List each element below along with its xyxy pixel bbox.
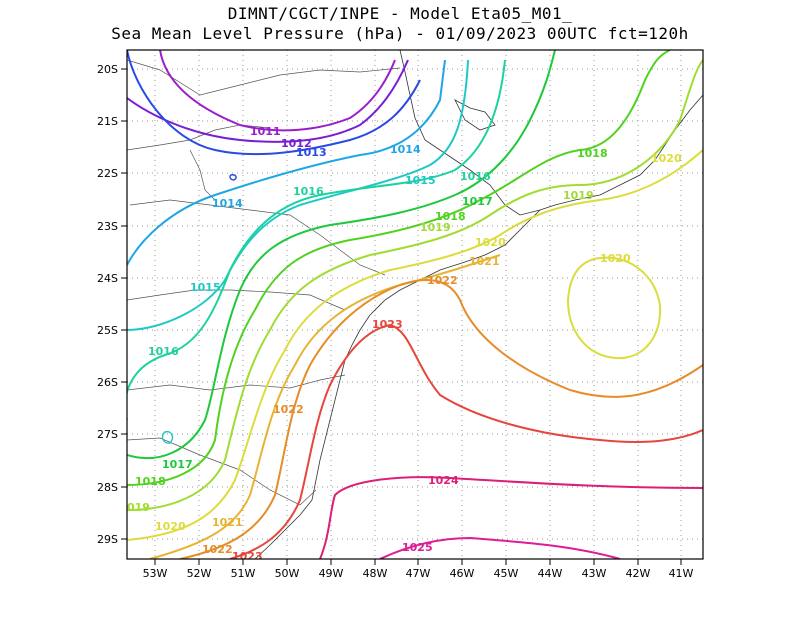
lon-label: 42W — [626, 567, 651, 580]
isobar-1018 — [127, 50, 671, 486]
isobar-label: 1022 — [273, 403, 304, 416]
isobar-label: 1023 — [232, 550, 263, 563]
lon-label: 49W — [319, 567, 344, 580]
lat-label: 21S — [97, 115, 118, 128]
isobar-label: 1021 — [212, 516, 243, 529]
isobar-label: 1019 — [563, 189, 594, 202]
isobar-label: 1024 — [428, 474, 459, 487]
isobar-label: 1014 — [390, 143, 421, 156]
lon-label: 46W — [450, 567, 475, 580]
map-frame — [126, 49, 704, 560]
lat-label: 25S — [97, 324, 118, 337]
isobar-lines — [127, 50, 703, 559]
lat-label: 26S — [97, 376, 118, 389]
lon-label: 43W — [582, 567, 607, 580]
isobar-label: 1020 — [155, 520, 186, 533]
lon-label: 51W — [231, 567, 256, 580]
lat-label: 23S — [97, 220, 118, 233]
isobar-label: 1025 — [402, 541, 433, 554]
isobar-label: 1016 — [460, 170, 491, 183]
isobar-label: 1018 — [577, 147, 608, 160]
isobar-label: 1015 — [190, 281, 221, 294]
isobar-label: 1020 — [475, 236, 506, 249]
isobar-label: 1017 — [462, 195, 493, 208]
isobar-1017 — [127, 50, 556, 460]
isobar-1021 — [149, 254, 501, 559]
isobar-label: 1022 — [427, 274, 458, 287]
isobar-1020 — [127, 149, 703, 541]
lat-label: 29S — [97, 533, 118, 546]
isobar-label: 1018 — [435, 210, 466, 223]
isobar-label: 1019 — [420, 221, 451, 234]
chart-subtitle: Sea Mean Level Pressure (hPa) - 01/09/20… — [111, 24, 689, 43]
isobar-1017-loop — [161, 430, 174, 444]
isobar-1013 — [127, 50, 421, 156]
lon-label: 48W — [363, 567, 388, 580]
isobar-label: 1020 — [600, 252, 631, 265]
lat-label: 27S — [97, 428, 118, 441]
isobar-1025 — [379, 536, 621, 559]
isobar-label: 1011 — [250, 125, 281, 138]
isobar-labels: 1011 1012 1013 1014 1014 1015 1015 1016 … — [127, 125, 682, 563]
lat-label: 22S — [97, 167, 118, 180]
lon-label: 45W — [494, 567, 519, 580]
isobar-1024 — [319, 476, 703, 559]
isobar-label: 1016 — [148, 345, 179, 358]
isobar-1022 — [179, 279, 703, 559]
lat-label: 24S — [97, 272, 118, 285]
isobar-label: 1016 — [293, 185, 324, 198]
lat-label: 20S — [97, 63, 118, 76]
lon-label: 52W — [187, 567, 212, 580]
lon-label: 50W — [275, 567, 300, 580]
isobar-label: 1018 — [135, 475, 166, 488]
isobar-label: 1013 — [296, 146, 327, 159]
isobar-1015 — [127, 59, 469, 331]
lat-lon-grid — [127, 50, 703, 559]
chart-title: DIMNT/CGCT/INPE - Model Eta05_M01_ — [227, 4, 573, 23]
isobar-1014-loop — [229, 174, 237, 181]
lon-label: 47W — [406, 567, 431, 580]
isobar-label: 1020 — [651, 152, 682, 165]
isobar-label: 1023 — [372, 318, 403, 331]
lon-label: 44W — [538, 567, 563, 580]
latitude-labels: 20S 21S 22S 23S 24S 25S 26S 27S 28S 29S — [97, 63, 118, 546]
isobar-1020-high — [566, 256, 662, 360]
isobar-label: 019 — [127, 501, 150, 514]
lat-label: 28S — [97, 481, 118, 494]
longitude-labels: 53W 52W 51W 50W 49W 48W 47W 46W 45W 44W … — [143, 567, 694, 580]
isobar-label: 1022 — [202, 543, 233, 556]
axis-ticks — [121, 68, 682, 565]
isobar-1012 — [127, 59, 409, 143]
isobar-1016 — [127, 59, 506, 420]
isobar-label: 1017 — [162, 458, 193, 471]
isobar-label: 1014 — [212, 197, 243, 210]
isobar-1014 — [127, 59, 446, 266]
isobar-1023 — [229, 323, 703, 559]
isobar-label: 1012 — [281, 137, 312, 150]
isobar-1011 — [159, 50, 396, 132]
isobar-label: 1015 — [405, 174, 436, 187]
isobar-1019 — [127, 59, 703, 511]
lon-label: 53W — [143, 567, 168, 580]
lon-label: 41W — [669, 567, 694, 580]
isobar-label: 1021 — [469, 255, 500, 268]
